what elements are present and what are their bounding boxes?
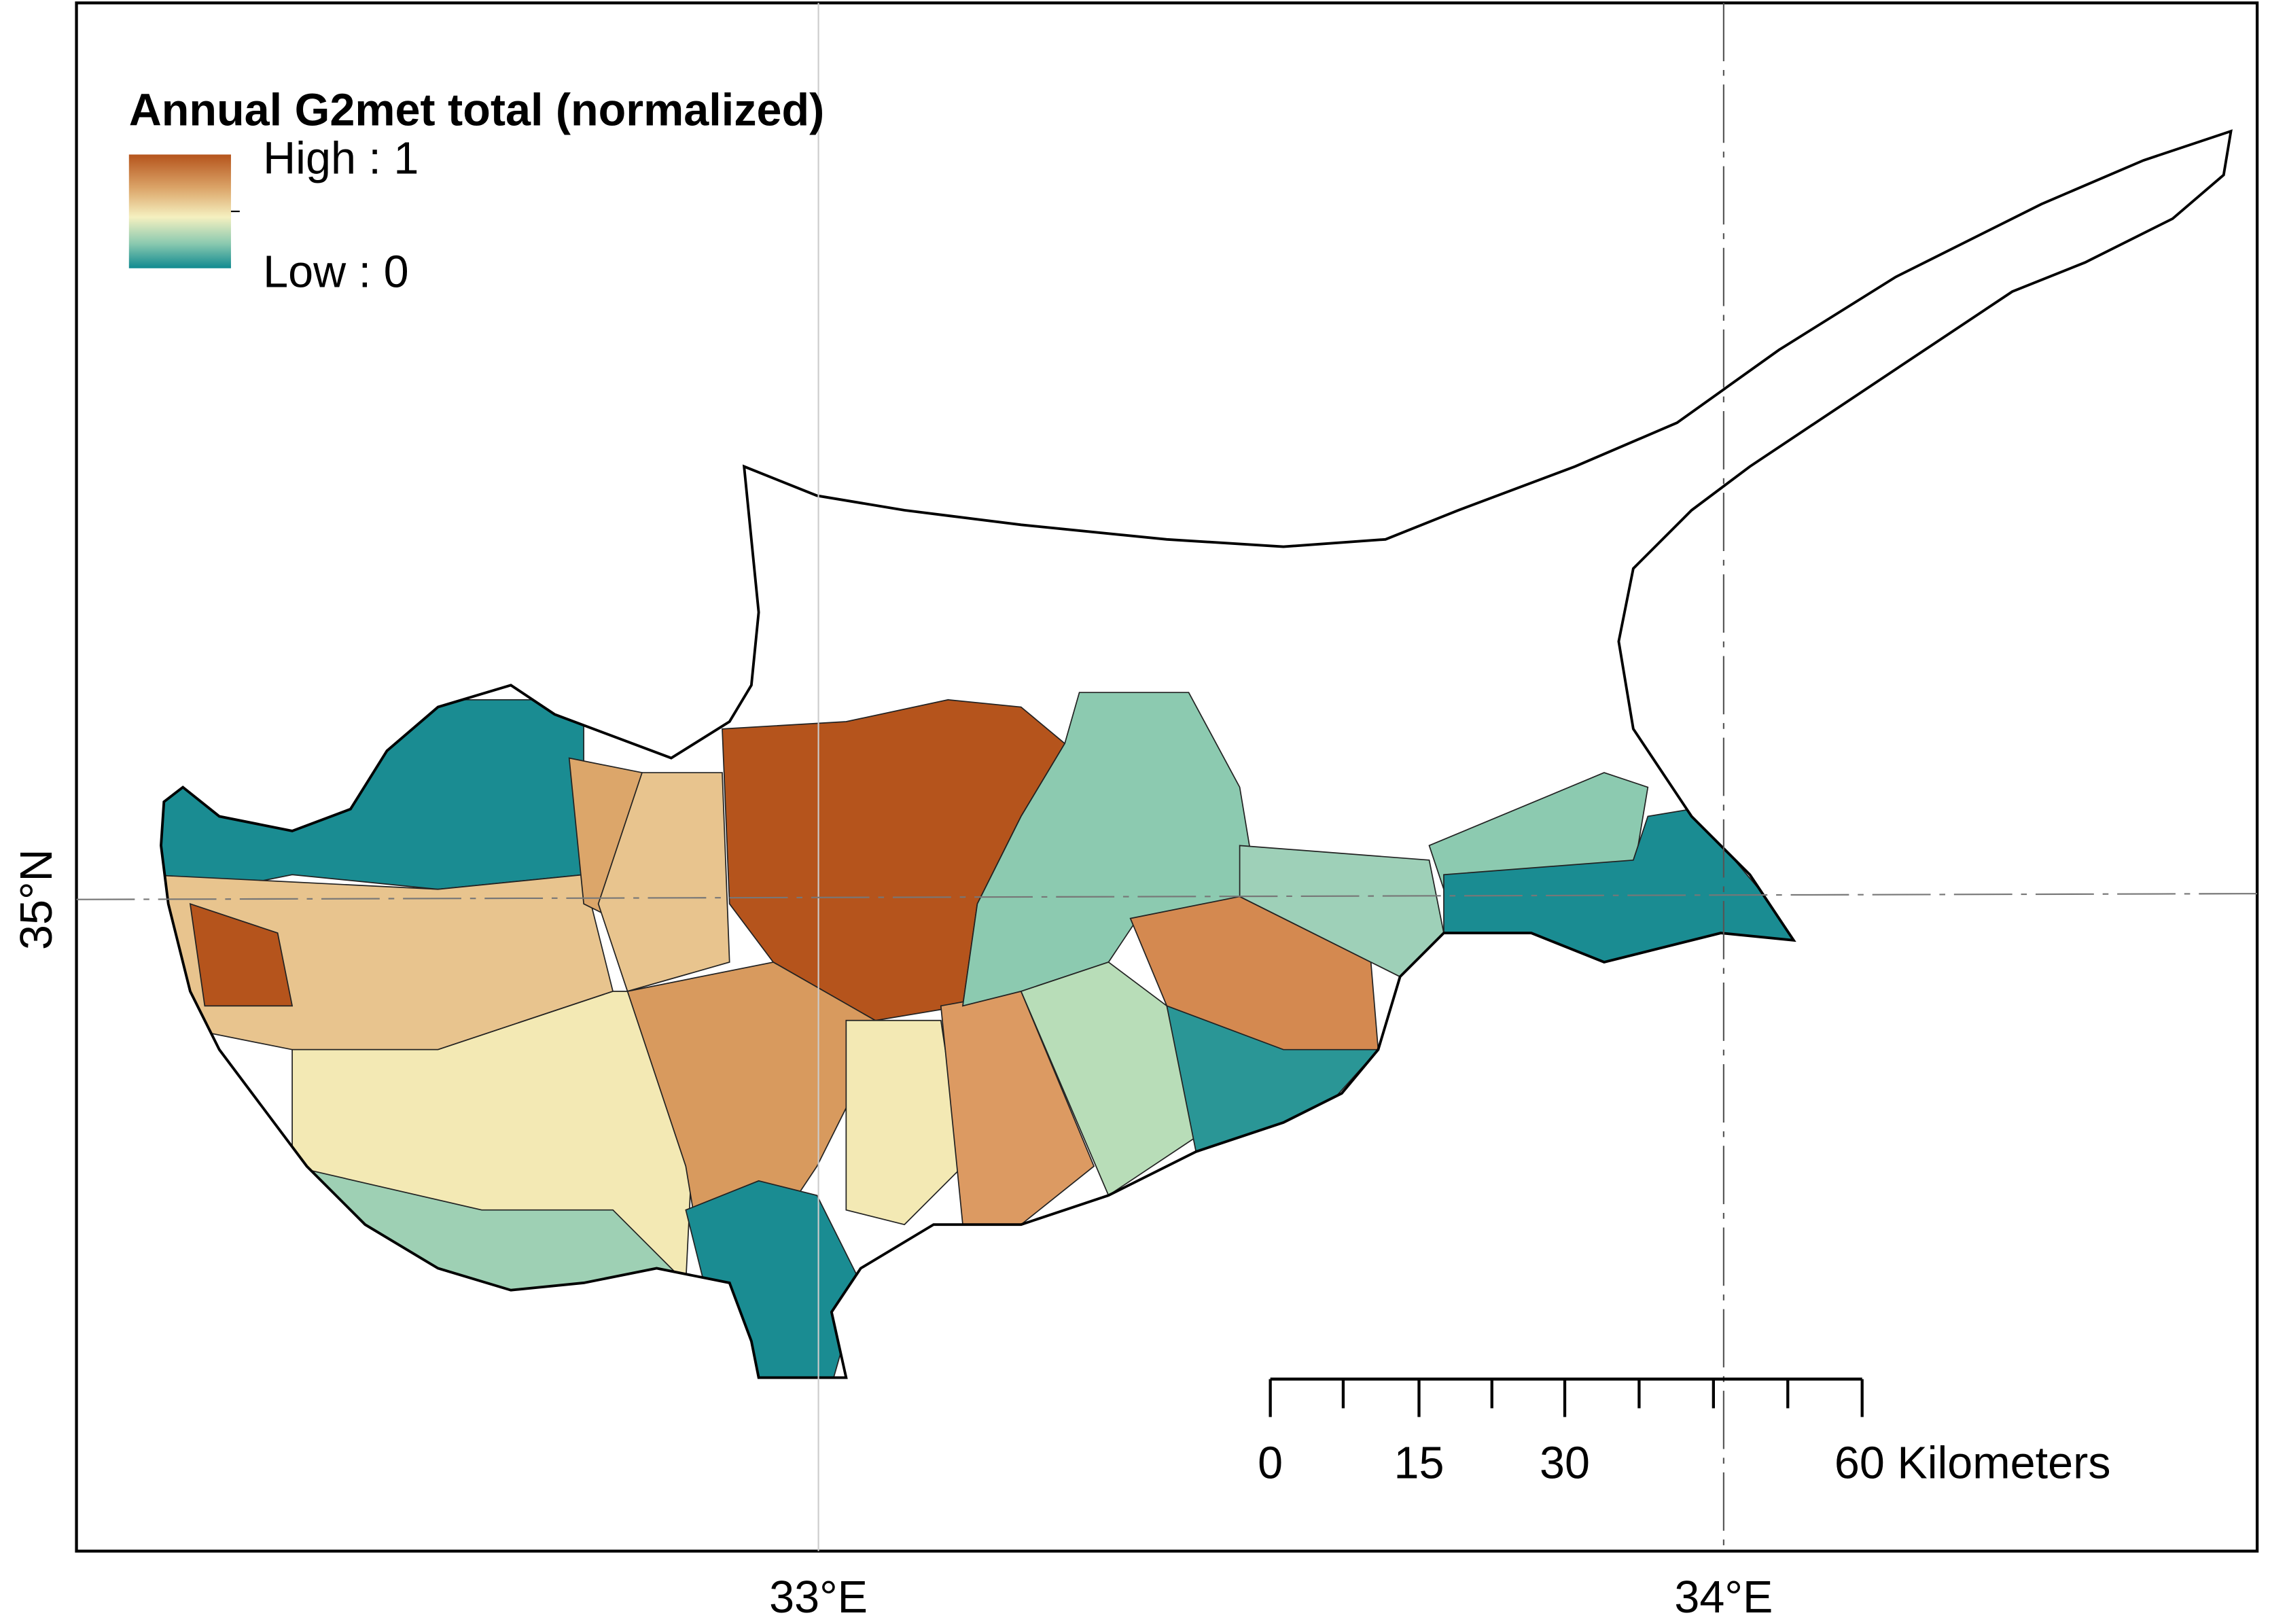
x-axis-label: 33°E xyxy=(769,1572,868,1623)
y-axis-label: 35°N xyxy=(12,849,62,950)
scale-bar xyxy=(1269,1377,1864,1417)
scale-label: 60 Kilometers xyxy=(1834,1438,2111,1488)
catchment xyxy=(626,961,876,1254)
legend-title: Annual G2met total (normalized) xyxy=(129,86,824,136)
catchment xyxy=(189,902,294,1007)
map-frame xyxy=(75,1,2259,1553)
graticule xyxy=(76,893,2258,900)
legend-high: High : 1 xyxy=(263,133,419,183)
catchment xyxy=(597,772,730,992)
catchment xyxy=(1428,772,1649,890)
legend-ramp xyxy=(128,154,231,268)
catchment xyxy=(845,1019,963,1226)
catchment xyxy=(160,699,585,905)
scale-label: 15 xyxy=(1394,1438,1444,1488)
scale-label: 30 xyxy=(1540,1438,1590,1488)
legend-low: Low : 0 xyxy=(263,247,408,298)
x-axis-label: 34°E xyxy=(1674,1572,1773,1623)
scale-label: 0 xyxy=(1258,1438,1283,1488)
catchments xyxy=(160,131,2231,1378)
